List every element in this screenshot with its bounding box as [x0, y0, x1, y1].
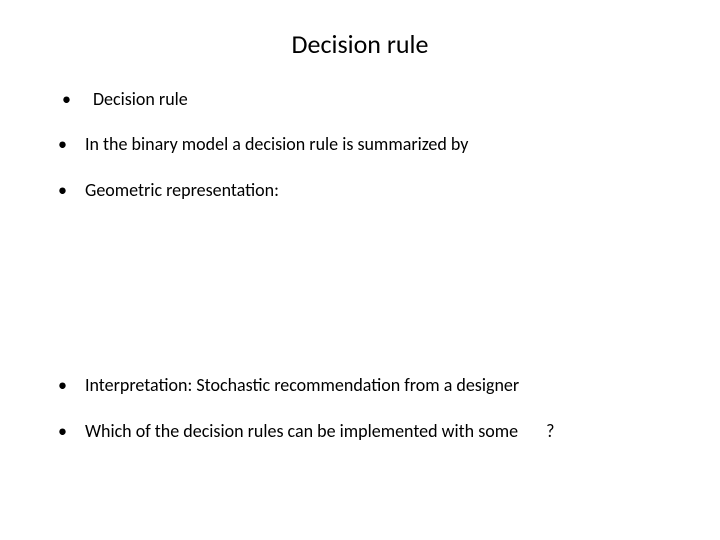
bullet-text: Which of the decision rules can be imple…	[85, 420, 518, 443]
list-item: • Which of the decision rules can be imp…	[40, 420, 680, 443]
list-item: • Interpretation: Stochastic recommendat…	[40, 374, 680, 397]
bullet-list: • Decision rule • In the binary model a …	[40, 88, 680, 443]
bullet-text: Geometric representation:	[85, 179, 279, 202]
bullet-icon: •	[58, 133, 67, 156]
question-mark: ?	[546, 420, 554, 442]
bullet-icon: •	[58, 420, 67, 443]
bullet-text: Decision rule	[93, 88, 188, 111]
bullet-icon: •	[58, 374, 67, 397]
bullet-text: Interpretation: Stochastic recommendatio…	[85, 374, 519, 397]
bullet-icon: •	[62, 88, 71, 111]
bullet-text: In the binary model a decision rule is s…	[85, 133, 468, 156]
slide-container: Decision rule • Decision rule • In the b…	[0, 0, 720, 540]
list-item: • In the binary model a decision rule is…	[40, 133, 680, 156]
slide-title: Decision rule	[40, 28, 680, 60]
list-item: • Geometric representation:	[40, 179, 680, 202]
bullet-icon: •	[58, 179, 67, 202]
list-item: • Decision rule	[40, 88, 680, 111]
spacer	[40, 224, 680, 374]
